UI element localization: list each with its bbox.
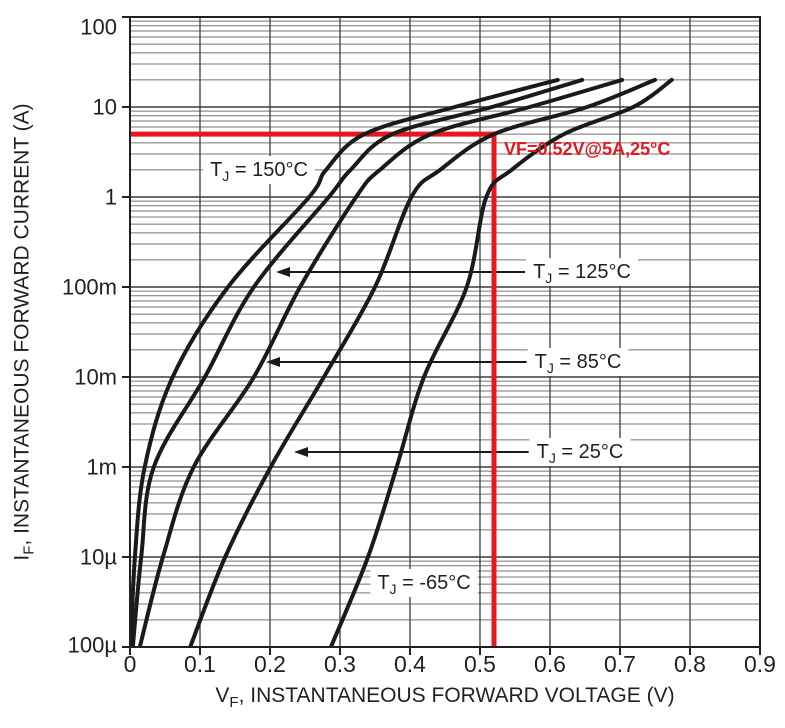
curve-label-85: TJ = 85°C [535,351,622,376]
curve-label-box [203,156,315,184]
grid-vertical-lines [199,17,691,647]
axis-ticks [122,16,761,655]
x-axis-symbol-sub: F [229,694,239,712]
temperature-curves [129,77,674,648]
label-arrowhead-icon [266,357,280,367]
y-tick-label: 100m [62,275,117,300]
x-axis-title-text: , INSTANTANEOUS FORWARD VOLTAGE (V) [238,684,675,707]
x-tick-labels: 0 0.1 0.2 0.3 0.4 0.5 0.6 0.7 0.8 0.9 [124,651,776,677]
x-axis-title: VF, INSTANTANEOUS FORWARD VOLTAGE (V) [130,684,760,711]
vf-operating-point-annotation: VF=0.52V@5A,25°C [504,139,671,160]
x-tick-label: 0.9 [744,651,776,677]
x-tick-label: 0.6 [534,651,566,677]
x-tick-label: 0.8 [674,651,706,677]
curve-label-box [527,348,629,376]
x-tick-label: 0.3 [324,651,356,677]
label-arrowhead-icon [294,447,308,457]
y-axis-symbol-sub: F [20,545,38,555]
curve-labels: TJ = 150°C TJ = 125°C TJ = 85°C TJ = 25°C TJ… [203,156,638,597]
curve-label-125: TJ = 125°C [533,261,631,286]
y-tick-label: 10 [93,95,117,120]
x-tick-label: 0.1 [184,651,216,677]
plot-border [129,16,761,648]
curve-label--65: TJ = -65°C [377,572,470,597]
x-tick-label: 0.2 [254,651,286,677]
y-axis-title: IF, INSTANTANEOUS FORWARD CURRENT (A) [10,103,37,560]
x-tick-label: 0.4 [394,651,426,677]
x-tick-label: 0.5 [464,651,496,677]
curve-label-150: TJ = 150°C [210,159,308,184]
label-arrowhead-icon [276,267,290,277]
curve-tj-85c [137,77,625,648]
y-tick-labels: 100 10 1 100m 10m 1m 10µ 100µ [62,15,117,658]
curve-tj-150c [129,77,560,648]
y-axis-symbol: I [10,554,34,561]
y-axis-title-text: , INSTANTANEOUS FORWARD CURRENT (A) [10,103,34,546]
curve-label-25: TJ = 25°C [537,441,624,466]
y-tick-label: 1 [105,185,117,210]
curve-tj-125c [130,77,585,648]
curve-label-box [529,438,631,466]
y-tick-label: 100µ [68,633,118,658]
curve-label-box [526,258,638,286]
curve-label-arrows [266,267,529,457]
x-axis-symbol: V [215,684,230,707]
y-tick-label: 100 [80,15,117,40]
x-tick-label: 0.7 [604,651,636,677]
y-tick-label: 10m [74,365,117,390]
y-tick-label: 10µ [80,545,117,570]
curve-tj-25c [188,77,657,648]
grid-major-lines [130,106,760,558]
y-tick-label: 1m [86,455,117,480]
x-tick-label: 0 [124,651,137,677]
curve-tj--65c [328,77,674,648]
curve-label-box [370,569,478,597]
